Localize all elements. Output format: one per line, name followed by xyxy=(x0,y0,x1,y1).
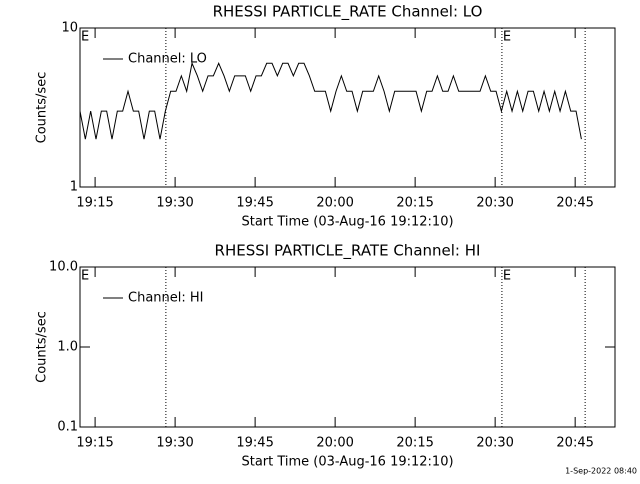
data-line xyxy=(79,61,582,140)
x-tick-label: 20:00 xyxy=(316,436,353,451)
x-tick-label: 20:45 xyxy=(556,196,593,211)
x-tick-label: 19:30 xyxy=(156,436,193,451)
timestamp: 1-Sep-2022 08:40 xyxy=(565,467,637,476)
chart-title: RHESSI PARTICLE_RATE Channel: HI xyxy=(215,242,481,261)
x-tick-label: 20:30 xyxy=(476,196,513,211)
x-tick-label: 19:45 xyxy=(236,196,273,211)
x-tick-label: 20:15 xyxy=(396,196,433,211)
x-tick-label: 19:45 xyxy=(236,436,273,451)
x-tick-label: 20:45 xyxy=(556,436,593,451)
y-tick-label: 10 xyxy=(61,21,78,36)
plot-frame xyxy=(79,27,616,188)
x-tick-label: 19:15 xyxy=(76,436,113,451)
y-tick-label: 1 xyxy=(70,180,78,195)
annotation: E xyxy=(81,269,89,284)
x-tick-label: 19:15 xyxy=(76,196,113,211)
annotation: E xyxy=(503,269,511,284)
y-axis-label: Counts/sec xyxy=(35,72,50,144)
chart-title: RHESSI PARTICLE_RATE Channel: LO xyxy=(213,3,483,22)
x-tick-label: 20:15 xyxy=(396,436,433,451)
x-axis-label: Start Time (03-Aug-16 19:12:10) xyxy=(241,455,453,470)
annotation: E xyxy=(503,30,511,45)
legend-label: Channel: LO xyxy=(128,52,207,67)
x-tick-label: 20:30 xyxy=(476,436,513,451)
annotation: E xyxy=(81,30,89,45)
x-axis-label: Start Time (03-Aug-16 19:12:10) xyxy=(241,215,453,230)
y-tick-label: 1.0 xyxy=(57,340,78,355)
legend-label: Channel: HI xyxy=(128,291,204,306)
y-tick-label: 0.1 xyxy=(57,420,78,435)
y-axis-label: Counts/sec xyxy=(35,311,50,383)
x-tick-label: 19:30 xyxy=(156,196,193,211)
y-tick-label: 10.0 xyxy=(49,260,78,275)
x-tick-label: 20:00 xyxy=(316,196,353,211)
